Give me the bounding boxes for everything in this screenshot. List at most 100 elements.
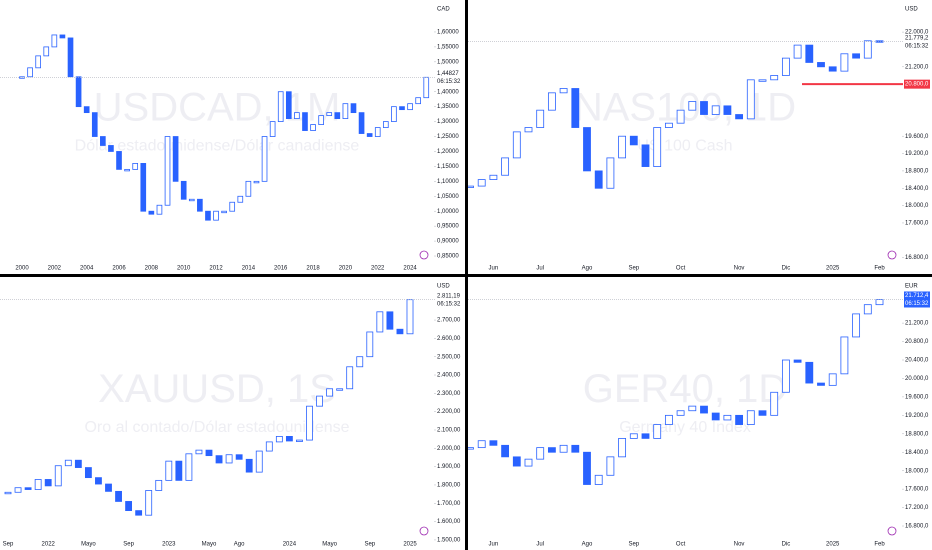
candle xyxy=(852,313,861,338)
y-tick-label: 17.200,0 xyxy=(905,505,929,511)
x-tick-label: 2025 xyxy=(826,542,840,548)
candle xyxy=(84,467,92,479)
candle xyxy=(235,454,243,460)
candle xyxy=(374,127,381,137)
candle xyxy=(606,456,615,476)
x-tick-label: Ago xyxy=(582,542,593,548)
candle xyxy=(840,53,849,72)
y-tick-label: 2.600,00 xyxy=(437,336,461,342)
candle xyxy=(396,328,404,335)
candle xyxy=(477,440,486,449)
candle xyxy=(175,460,183,481)
candle xyxy=(875,299,884,306)
currency: USD xyxy=(437,284,450,290)
candle xyxy=(805,361,814,384)
candle xyxy=(294,112,300,120)
x-tick-label: Feb xyxy=(874,542,885,548)
candle xyxy=(688,405,697,412)
candle xyxy=(185,453,193,481)
candle xyxy=(140,163,147,212)
y-tick-label: 19.600,0 xyxy=(905,394,929,400)
x-tick-label: 2020 xyxy=(339,266,353,272)
candle xyxy=(399,106,405,111)
x-tick-label: Jul xyxy=(536,542,544,548)
y-tick-label: 21.200,0 xyxy=(905,321,929,327)
x-tick-label: 2022 xyxy=(42,542,56,548)
candle xyxy=(91,112,98,137)
candle xyxy=(215,455,223,464)
y-tick-label: 1.500,00 xyxy=(437,538,461,544)
candle xyxy=(115,490,122,502)
x-tick-label: Feb xyxy=(874,266,885,272)
candle xyxy=(583,127,591,172)
candle xyxy=(188,198,195,202)
candle xyxy=(477,179,486,187)
candle xyxy=(618,135,627,159)
x-tick-label: 2025 xyxy=(403,542,417,548)
candle xyxy=(180,180,187,200)
currency: CAD xyxy=(437,7,450,13)
x-tick-label: Jun xyxy=(489,266,499,272)
y-tick-label: 1,50000 xyxy=(437,59,459,65)
y-tick-label: 22.000,0 xyxy=(905,30,929,36)
candle xyxy=(34,479,42,490)
candle xyxy=(306,405,313,441)
candle xyxy=(269,121,276,137)
candle xyxy=(302,112,308,131)
candle xyxy=(852,53,861,59)
candle xyxy=(74,459,82,468)
candle xyxy=(316,395,323,407)
y-tick-label: 1.900,00 xyxy=(437,464,461,470)
candle xyxy=(135,510,143,516)
y-tick-label: 16.800,0 xyxy=(905,524,929,530)
y-tick-label: 1,30000 xyxy=(437,119,459,125)
y-tick-label: 1.600,00 xyxy=(437,519,461,525)
candle xyxy=(336,388,344,391)
last-price-label: 1,44827 xyxy=(437,71,459,77)
candle xyxy=(67,37,74,78)
y-tick-label: 1,10000 xyxy=(437,179,459,185)
candle xyxy=(723,105,732,115)
candle xyxy=(75,76,82,108)
candle xyxy=(125,501,133,512)
candle xyxy=(35,55,41,69)
candle xyxy=(326,388,334,397)
candle xyxy=(59,34,66,39)
candle xyxy=(116,151,122,170)
divider-horizontal xyxy=(0,274,932,277)
candle xyxy=(559,88,568,94)
candle xyxy=(376,311,384,333)
candle xyxy=(781,359,790,393)
y-tick-label: 1,35000 xyxy=(437,104,459,110)
x-tick-label: Nov xyxy=(734,542,745,548)
y-tick-label: 18.400,0 xyxy=(905,450,929,456)
candle xyxy=(863,304,872,315)
y-tick-label: 20.800,0 xyxy=(905,339,929,345)
candle xyxy=(356,356,364,368)
x-tick-label: Sep xyxy=(628,266,639,272)
candle xyxy=(391,106,397,122)
candle xyxy=(629,433,638,439)
candle xyxy=(817,382,825,386)
candle xyxy=(676,410,685,416)
candle xyxy=(594,170,603,189)
candle xyxy=(277,91,284,122)
candle xyxy=(172,136,179,182)
logo xyxy=(887,250,897,260)
candle xyxy=(342,103,349,120)
countdown: 06:15:32 xyxy=(905,301,929,307)
candle xyxy=(346,366,354,390)
x-tick-label: 2022 xyxy=(371,266,385,272)
candle xyxy=(793,359,802,363)
candle xyxy=(245,180,252,197)
watermark-subtitle: Oro al contado/Dólar estadounidense xyxy=(84,419,349,436)
x-tick-label: 2016 xyxy=(274,266,288,272)
x-tick-label: Sep xyxy=(123,542,134,548)
x-tick-label: Mayo xyxy=(81,542,96,548)
logo xyxy=(419,526,429,536)
y-tick-label: 18.000,0 xyxy=(905,468,929,474)
candle xyxy=(501,444,510,458)
candle xyxy=(415,97,421,105)
candle xyxy=(366,133,373,137)
